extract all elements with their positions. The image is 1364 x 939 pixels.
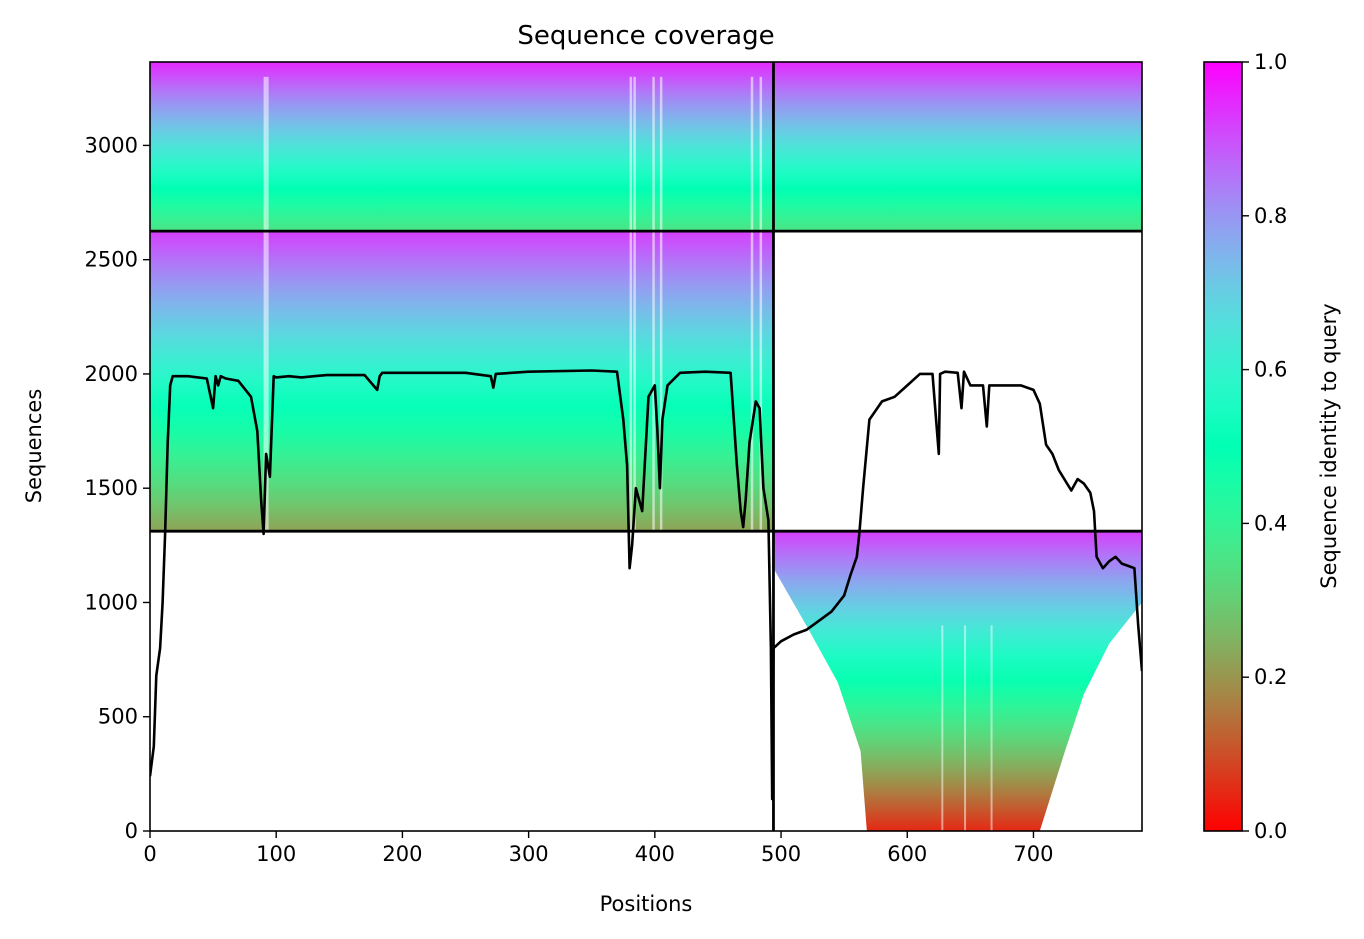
gap-streak: [759, 76, 763, 532]
gap-streak: [266, 76, 269, 532]
x-tick-label: 0: [143, 842, 156, 866]
chart-title: Sequence coverage: [517, 21, 774, 51]
colorbar-tick-label: 1.0: [1254, 50, 1287, 74]
msa-block-chain-A: [150, 231, 774, 532]
gap-streak: [652, 76, 655, 532]
gap-streak: [629, 76, 633, 532]
plot-area: [150, 62, 1142, 831]
x-tick-label: 500: [761, 842, 801, 866]
x-axis-ticks: 0 100 200 300 400 500 600 700: [143, 831, 1054, 866]
msa-gap-streaks: [263, 76, 993, 831]
x-tick-label: 700: [1013, 842, 1053, 866]
plot-frame: [149, 61, 1143, 832]
y-tick-label: 2000: [85, 362, 138, 386]
gap-streak: [633, 76, 636, 532]
gap-streak: [659, 76, 663, 532]
msa-blocks: [150, 62, 1142, 831]
x-tick-label: 300: [509, 842, 549, 866]
y-tick-label: 3000: [85, 133, 138, 157]
gap-streak: [990, 625, 993, 831]
colorbar-tick-label: 0.6: [1254, 358, 1287, 382]
x-tick-label: 400: [635, 842, 675, 866]
y-tick-label: 1500: [85, 476, 138, 500]
y-tick-label: 0: [125, 819, 138, 843]
colorbar-tick-label: 0.0: [1254, 819, 1287, 843]
x-tick-label: 100: [256, 842, 296, 866]
gap-streak: [964, 625, 967, 831]
colorbar: 0.0 0.2 0.4 0.6 0.8 1.0 Sequence identity to …: [1203, 50, 1341, 843]
gap-streak: [750, 76, 754, 532]
y-tick-label: 2500: [85, 248, 138, 272]
msa-block-chain-B: [773, 531, 1142, 831]
gap-streak: [941, 625, 944, 831]
colorbar-scale: [1203, 61, 1243, 832]
y-tick-label: 1000: [85, 590, 138, 614]
x-tick-label: 600: [887, 842, 927, 866]
y-tick-label: 500: [98, 705, 138, 729]
colorbar-tick-label: 0.2: [1254, 665, 1287, 689]
gap-streak: [263, 76, 267, 532]
colorbar-ticks: 0.0 0.2 0.4 0.6 0.8 1.0: [1242, 50, 1287, 843]
colorbar-label: Sequence identity to query: [1317, 303, 1341, 588]
colorbar-tick-label: 0.4: [1254, 511, 1287, 535]
y-axis-label: Sequences: [22, 389, 46, 504]
x-axis-label: Positions: [600, 892, 693, 916]
y-axis-ticks: 0 500 1000 1500 2000 2500 3000: [85, 133, 150, 843]
x-tick-label: 200: [382, 842, 422, 866]
coverage-line: [150, 369, 1142, 801]
colorbar-tick-label: 0.8: [1254, 204, 1287, 228]
msa-block-paired: [150, 62, 1142, 232]
